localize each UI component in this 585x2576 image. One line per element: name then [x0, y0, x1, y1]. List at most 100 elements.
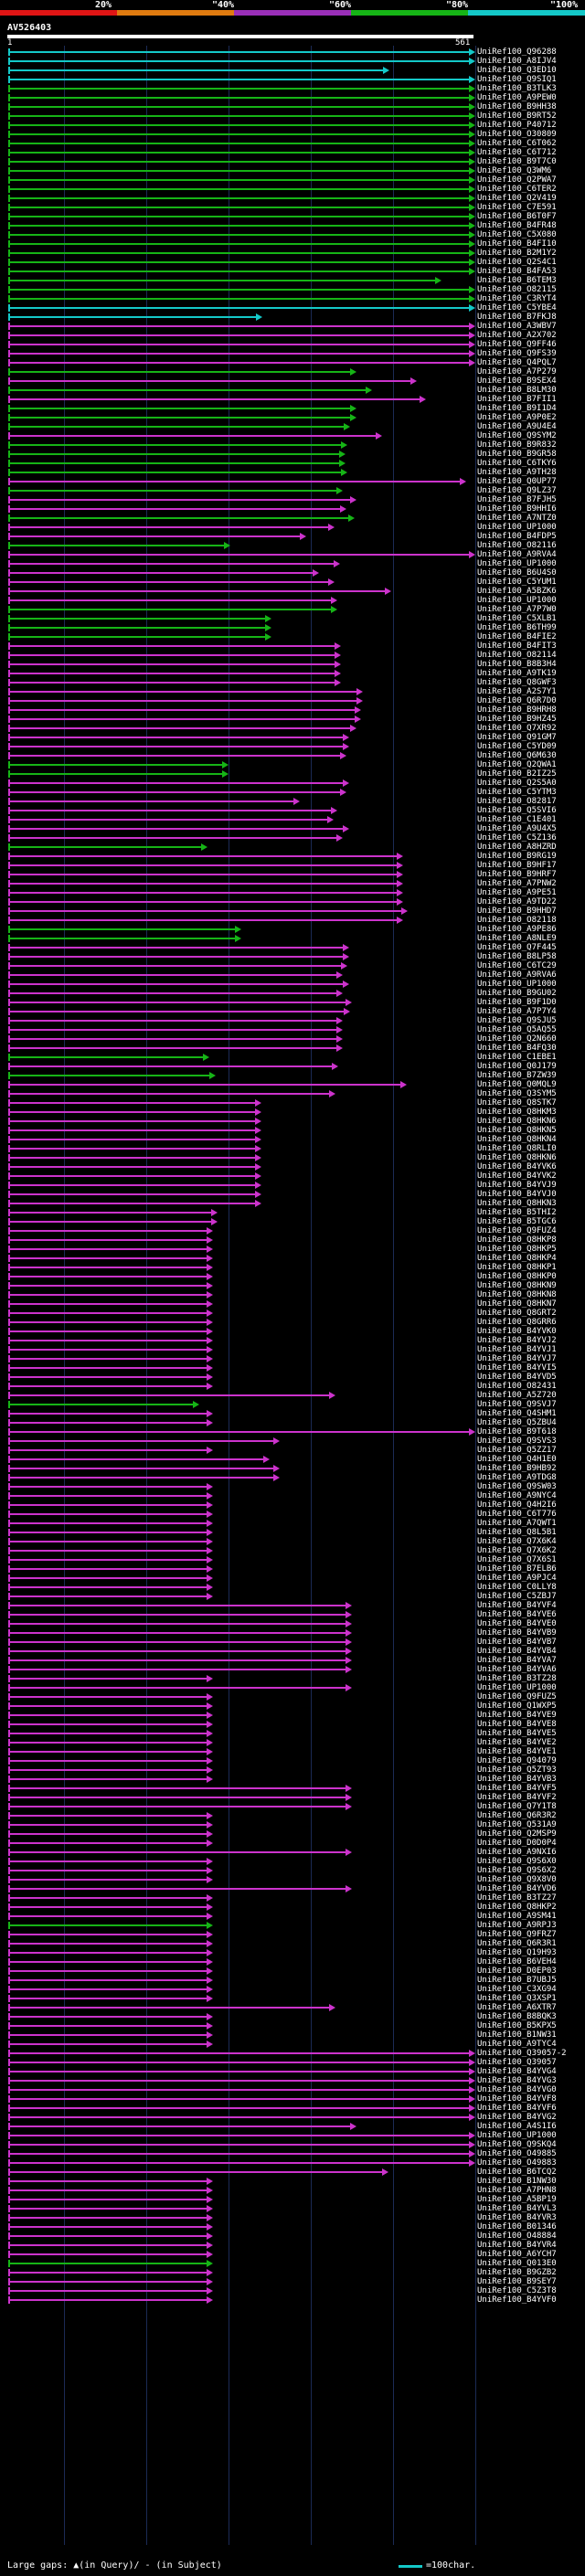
- hit-row[interactable]: UniRef100_Q5AQ55: [0, 1025, 585, 1034]
- hit-row[interactable]: UniRef100_Q8HKP2: [0, 1903, 585, 1912]
- hit-row[interactable]: UniRef100_B9R832: [0, 440, 585, 450]
- hit-label[interactable]: UniRef100_B4YVJ1: [477, 1345, 557, 1354]
- hit-label[interactable]: UniRef100_A4S1I6: [477, 2122, 557, 2131]
- hit-label[interactable]: UniRef100_Q7Y1T8: [477, 1802, 557, 1811]
- hit-label[interactable]: UniRef100_B4YVK6: [477, 1162, 557, 1171]
- hit-row[interactable]: UniRef100_A5BZK6: [0, 587, 585, 596]
- hit-row[interactable]: UniRef100_B4YVG2: [0, 2113, 585, 2122]
- hit-row[interactable]: UniRef100_Q8HKN6: [0, 1153, 585, 1162]
- hit-label[interactable]: UniRef100_Q2N660: [477, 1034, 557, 1044]
- hit-label[interactable]: UniRef100_A3WBV7: [477, 322, 557, 331]
- hit-row[interactable]: UniRef100_O82116: [0, 541, 585, 550]
- hit-row[interactable]: UniRef100_B9RG19: [0, 852, 585, 861]
- hit-label[interactable]: UniRef100_Q91GM7: [477, 733, 557, 742]
- hit-label[interactable]: UniRef100_Q2PWA7: [477, 175, 557, 185]
- hit-row[interactable]: UniRef100_Q9FUZ4: [0, 1226, 585, 1235]
- hit-label[interactable]: UniRef100_B4YVB9: [477, 1628, 557, 1638]
- hit-row[interactable]: UniRef100_Q8HKP5: [0, 1245, 585, 1254]
- hit-label[interactable]: UniRef100_B4YVR3: [477, 2213, 557, 2222]
- hit-label[interactable]: UniRef100_Q5SVI6: [477, 806, 557, 815]
- hit-row[interactable]: UniRef100_Q9SW03: [0, 1482, 585, 1491]
- hit-label[interactable]: UniRef100_Q9S6X2: [477, 1866, 557, 1875]
- hit-row[interactable]: UniRef100_B9SEX4: [0, 376, 585, 386]
- hit-label[interactable]: UniRef100_Q9SVJ7: [477, 1400, 557, 1409]
- hit-row[interactable]: UniRef100_Q8HKM3: [0, 1108, 585, 1117]
- hit-row[interactable]: UniRef100_Q0J179: [0, 1062, 585, 1071]
- hit-label[interactable]: UniRef100_D0D0P4: [477, 1839, 557, 1848]
- hit-row[interactable]: UniRef100_B2M1Y2: [0, 249, 585, 258]
- hit-row[interactable]: UniRef100_B9RT52: [0, 111, 585, 121]
- hit-label[interactable]: UniRef100_Q7X6K2: [477, 1546, 557, 1555]
- hit-row[interactable]: UniRef100_A9TK19: [0, 669, 585, 678]
- hit-label[interactable]: UniRef100_B4YVE1: [477, 1747, 557, 1756]
- hit-row[interactable]: UniRef100_B4YVB7: [0, 1638, 585, 1647]
- hit-row[interactable]: UniRef100_C6TER2: [0, 185, 585, 194]
- hit-label[interactable]: UniRef100_B4YVK2: [477, 1171, 557, 1181]
- hit-label[interactable]: UniRef100_A7QWT1: [477, 1519, 557, 1528]
- hit-label[interactable]: UniRef100_B6TEM3: [477, 276, 557, 285]
- hit-row[interactable]: UniRef100_Q8HKN8: [0, 1290, 585, 1299]
- hit-label[interactable]: UniRef100_Q8HKN4: [477, 1135, 557, 1144]
- hit-label[interactable]: UniRef100_Q7X6S1: [477, 1555, 557, 1564]
- hit-label[interactable]: UniRef100_B9SEX4: [477, 376, 557, 386]
- hit-row[interactable]: UniRef100_Q2S4C1: [0, 258, 585, 267]
- hit-label[interactable]: UniRef100_B4YVJ9: [477, 1181, 557, 1190]
- hit-row[interactable]: UniRef100_A8NLE9: [0, 934, 585, 943]
- hit-label[interactable]: UniRef100_UP1000: [477, 2131, 557, 2140]
- hit-row[interactable]: UniRef100_A9PEW0: [0, 93, 585, 102]
- hit-label[interactable]: UniRef100_B9GR58: [477, 450, 557, 459]
- hit-label[interactable]: UniRef100_Q2QWA1: [477, 760, 557, 769]
- hit-label[interactable]: UniRef100_A9U4X5: [477, 824, 557, 833]
- hit-row[interactable]: UniRef100_D0D0P4: [0, 1839, 585, 1848]
- hit-row[interactable]: UniRef100_B6TH99: [0, 623, 585, 632]
- hit-row[interactable]: UniRef100_B7ZW39: [0, 1071, 585, 1080]
- hit-row[interactable]: UniRef100_B4FQ30: [0, 1044, 585, 1053]
- hit-row[interactable]: UniRef100_B4YVE1: [0, 1747, 585, 1756]
- hit-row[interactable]: UniRef100_B6TCQ2: [0, 2168, 585, 2177]
- hit-row[interactable]: UniRef100_Q8GRT2: [0, 1309, 585, 1318]
- hit-row[interactable]: UniRef100_B4YVK2: [0, 1171, 585, 1181]
- hit-label[interactable]: UniRef100_B9GZB2: [477, 2268, 557, 2277]
- hit-row[interactable]: UniRef100_B3TZ28: [0, 1674, 585, 1683]
- hit-row[interactable]: UniRef100_B5TGC6: [0, 1217, 585, 1226]
- hit-row[interactable]: UniRef100_B9HHD7: [0, 906, 585, 916]
- hit-row[interactable]: UniRef100_B4YVF6: [0, 2104, 585, 2113]
- hit-label[interactable]: UniRef100_A8IJV4: [477, 57, 557, 66]
- hit-label[interactable]: UniRef100_B9I1D4: [477, 404, 557, 413]
- hit-label[interactable]: UniRef100_Q9SIQ1: [477, 75, 557, 84]
- hit-row[interactable]: UniRef100_B7UBJ5: [0, 1976, 585, 1985]
- hit-label[interactable]: UniRef100_B9T7C0: [477, 157, 557, 166]
- hit-row[interactable]: UniRef100_B6VEH4: [0, 1957, 585, 1966]
- hit-row[interactable]: UniRef100_B9GZB2: [0, 2268, 585, 2277]
- hit-label[interactable]: UniRef100_Q9SJU5: [477, 1016, 557, 1025]
- hit-label[interactable]: UniRef100_B9HB92: [477, 1464, 557, 1473]
- hit-row[interactable]: UniRef100_B1NW31: [0, 2030, 585, 2040]
- hit-row[interactable]: UniRef100_Q9FUZ5: [0, 1692, 585, 1701]
- hit-row[interactable]: UniRef100_A3WBV7: [0, 322, 585, 331]
- hit-label[interactable]: UniRef100_A5BZK6: [477, 587, 557, 596]
- hit-label[interactable]: UniRef100_A9RPJ3: [477, 1921, 557, 1930]
- hit-label[interactable]: UniRef100_Q8HKN7: [477, 1299, 557, 1309]
- hit-label[interactable]: UniRef100_B4YVB4: [477, 1647, 557, 1656]
- hit-label[interactable]: UniRef100_B9HH38: [477, 102, 557, 111]
- hit-row[interactable]: UniRef100_B4YVR3: [0, 2213, 585, 2222]
- hit-row[interactable]: UniRef100_A9SM41: [0, 1912, 585, 1921]
- hit-row[interactable]: UniRef100_B01346: [0, 2222, 585, 2231]
- hit-row[interactable]: UniRef100_Q8HKP1: [0, 1263, 585, 1272]
- hit-row[interactable]: UniRef100_B4YVK0: [0, 1327, 585, 1336]
- hit-row[interactable]: UniRef100_Q9SVJ7: [0, 1400, 585, 1409]
- hit-row[interactable]: UniRef100_C5XLB1: [0, 614, 585, 623]
- hit-label[interactable]: UniRef100_B4YVF0: [477, 2295, 557, 2305]
- hit-row[interactable]: UniRef100_A9TD22: [0, 897, 585, 906]
- hit-label[interactable]: UniRef100_B9GU02: [477, 989, 557, 998]
- hit-label[interactable]: UniRef100_B4YVF8: [477, 2094, 557, 2104]
- hit-row[interactable]: UniRef100_A9U4E4: [0, 422, 585, 431]
- hit-label[interactable]: UniRef100_A8HZRD: [477, 843, 557, 852]
- hit-label[interactable]: UniRef100_Q9FUZ4: [477, 1226, 557, 1235]
- hit-row[interactable]: UniRef100_B4YVE2: [0, 1738, 585, 1747]
- hit-label[interactable]: UniRef100_Q8HKN8: [477, 1290, 557, 1299]
- hit-row[interactable]: UniRef100_A7P279: [0, 367, 585, 376]
- hit-label[interactable]: UniRef100_B4FR48: [477, 221, 557, 230]
- hit-row[interactable]: UniRef100_B4YVB3: [0, 1775, 585, 1784]
- hit-row[interactable]: UniRef100_Q531A9: [0, 1820, 585, 1829]
